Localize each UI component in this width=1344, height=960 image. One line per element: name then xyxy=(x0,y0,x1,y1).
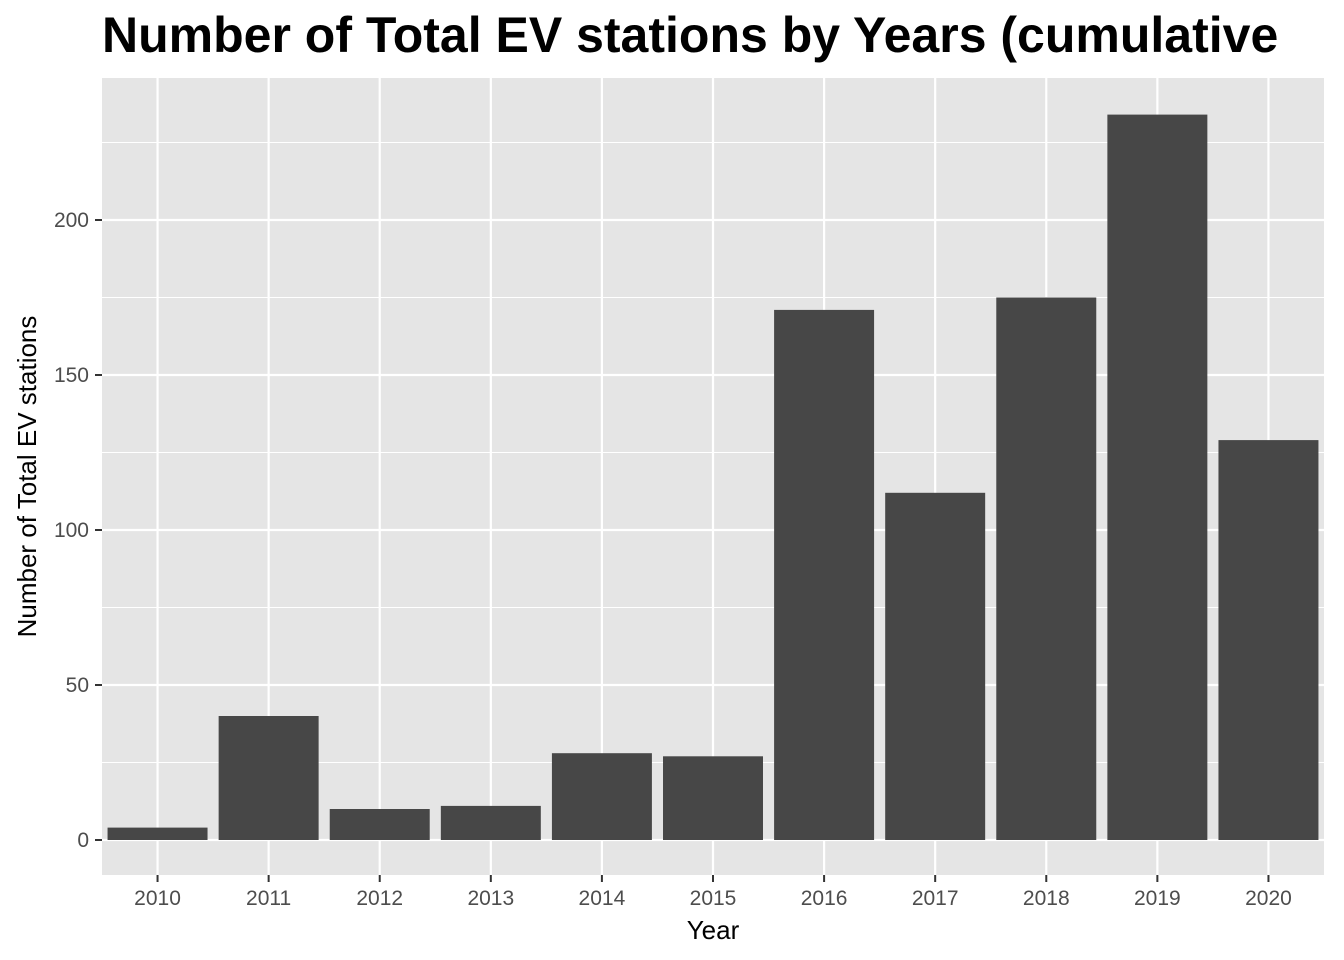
x-tick-label: 2015 xyxy=(690,887,737,910)
y-axis: 0 50 100 150 200 xyxy=(54,209,102,852)
y-tick-label: 200 xyxy=(54,209,89,232)
bar-2020 xyxy=(1218,440,1319,840)
x-tick-label: 2018 xyxy=(1023,887,1070,910)
bar-2012 xyxy=(329,809,430,840)
y-tick-label: 0 xyxy=(77,829,89,852)
x-tick-label: 2016 xyxy=(801,887,848,910)
bars xyxy=(107,114,1319,841)
bar-2016 xyxy=(774,309,875,840)
bar-2019 xyxy=(1107,114,1208,841)
y-tick-label: 150 xyxy=(54,364,89,387)
y-axis-title: Number of Total EV stations xyxy=(12,316,42,638)
x-tick-label: 2020 xyxy=(1245,887,1292,910)
y-tick-label: 50 xyxy=(66,674,89,697)
x-axis-title: Year xyxy=(687,915,740,945)
bar-2017 xyxy=(885,492,986,840)
bar-2010 xyxy=(107,827,208,840)
x-tick-label: 2010 xyxy=(134,887,181,910)
x-tick-label: 2013 xyxy=(467,887,514,910)
y-tick-label: 100 xyxy=(54,519,89,542)
x-tick-label: 2014 xyxy=(579,887,626,910)
chart-title: Number of Total EV stations by Years (cu… xyxy=(102,7,1279,63)
x-tick-label: 2019 xyxy=(1134,887,1181,910)
bar-2013 xyxy=(440,805,541,840)
x-tick-label: 2017 xyxy=(912,887,959,910)
x-tick-label: 2012 xyxy=(356,887,403,910)
x-axis: 2010 2011 2012 2013 2014 2015 2016 2017 2018 2019… xyxy=(134,875,1292,910)
x-tick-label: 2011 xyxy=(246,887,291,910)
bar-2014 xyxy=(551,753,652,840)
bar-2015 xyxy=(663,756,763,840)
bar-2018 xyxy=(996,297,1097,840)
bar-2011 xyxy=(218,716,319,840)
